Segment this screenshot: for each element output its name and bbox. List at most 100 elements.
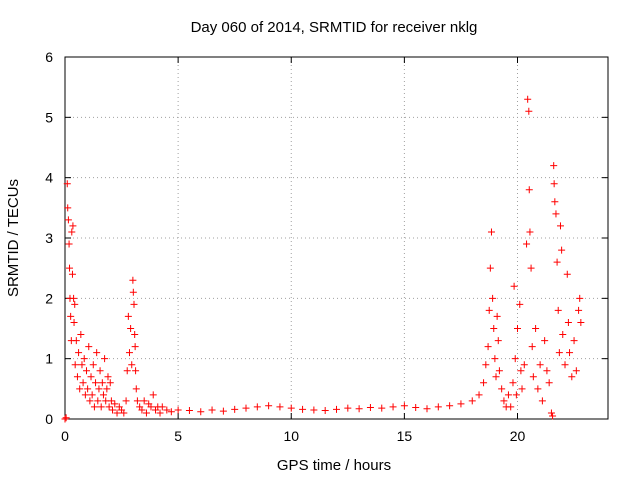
- x-tick-label: 20: [510, 428, 526, 444]
- data-point: [523, 240, 531, 248]
- data-point: [525, 107, 533, 115]
- data-point: [536, 361, 544, 369]
- data-point: [547, 409, 555, 417]
- data-point: [99, 391, 107, 399]
- data-point: [71, 361, 79, 369]
- data-point: [532, 325, 540, 332]
- data-point: [556, 222, 564, 230]
- data-point: [71, 300, 79, 308]
- data-point: [131, 331, 139, 339]
- data-point: [123, 367, 131, 375]
- data-point: [543, 367, 551, 375]
- data-point: [140, 397, 148, 405]
- data-point: [491, 355, 499, 363]
- data-point: [366, 404, 374, 412]
- data-point: [558, 246, 566, 254]
- data-point: [468, 397, 476, 405]
- data-point: [90, 403, 98, 411]
- data-point: [104, 373, 112, 381]
- data-point: [219, 407, 227, 415]
- data-point: [487, 228, 495, 236]
- data-point: [518, 385, 526, 393]
- data-point: [412, 404, 420, 412]
- data-point: [514, 325, 521, 332]
- data-point: [480, 379, 488, 387]
- data-point: [485, 306, 493, 314]
- data-point: [545, 379, 553, 387]
- data-point: [73, 373, 81, 381]
- data-point: [489, 294, 497, 302]
- data-point: [197, 408, 205, 416]
- data-point: [65, 240, 73, 248]
- data-point: [132, 385, 140, 393]
- x-tick-label: 5: [174, 428, 182, 444]
- data-point: [167, 408, 175, 416]
- data-point: [572, 367, 580, 375]
- data-point: [120, 409, 128, 417]
- data-point: [129, 276, 137, 284]
- data-point: [97, 403, 105, 411]
- data-point: [66, 264, 74, 272]
- x-tick-label: 15: [397, 428, 413, 444]
- data-point: [457, 400, 465, 408]
- y-tick-label: 1: [45, 351, 53, 367]
- data-point: [158, 403, 166, 411]
- data-point: [113, 409, 121, 417]
- data-point: [185, 407, 193, 415]
- data-point: [70, 294, 78, 302]
- data-point: [75, 349, 83, 357]
- data-point: [553, 258, 561, 266]
- data-point: [276, 403, 284, 411]
- data-point: [507, 403, 515, 411]
- data-point: [106, 379, 114, 387]
- data-point: [67, 312, 75, 320]
- data-point: [554, 306, 562, 314]
- data-point: [64, 216, 72, 224]
- data-point: [130, 300, 138, 308]
- data-point: [62, 414, 70, 422]
- data-point: [101, 355, 109, 363]
- data-point: [78, 361, 86, 369]
- data-point: [333, 405, 340, 413]
- data-point: [498, 385, 506, 393]
- data-point: [524, 95, 532, 103]
- data-point: [95, 385, 103, 393]
- data-point: [231, 405, 239, 413]
- data-point: [76, 385, 84, 393]
- data-point: [504, 391, 512, 399]
- data-point: [122, 397, 130, 405]
- data-point: [549, 412, 557, 420]
- data-point: [529, 373, 537, 381]
- data-point: [287, 404, 295, 412]
- data-point: [86, 397, 94, 405]
- y-tick-label: 0: [45, 411, 53, 427]
- data-point: [564, 318, 572, 326]
- data-point: [156, 409, 164, 417]
- data-points: [61, 95, 585, 423]
- data-point: [85, 343, 93, 351]
- data-point: [563, 270, 571, 278]
- data-point: [434, 403, 442, 411]
- data-point: [559, 331, 567, 339]
- chart-title: Day 060 of 2014, SRMTID for receiver nkl…: [191, 19, 478, 36]
- data-point: [77, 331, 85, 339]
- data-point: [486, 264, 494, 272]
- data-point: [103, 385, 111, 393]
- data-point: [89, 361, 97, 369]
- data-point: [124, 312, 132, 320]
- data-point: [389, 403, 397, 411]
- data-point: [163, 406, 171, 414]
- data-point: [495, 367, 503, 375]
- data-point: [561, 361, 569, 369]
- data-point: [551, 198, 559, 206]
- x-tick-label: 0: [61, 428, 69, 444]
- data-point: [265, 402, 273, 410]
- data-point: [128, 361, 136, 369]
- y-axis-label: SRMTID / TECUs: [5, 179, 22, 297]
- data-point: [528, 343, 536, 351]
- data-point: [142, 409, 150, 417]
- data-point: [378, 404, 386, 412]
- y-tick-label: 2: [45, 290, 53, 306]
